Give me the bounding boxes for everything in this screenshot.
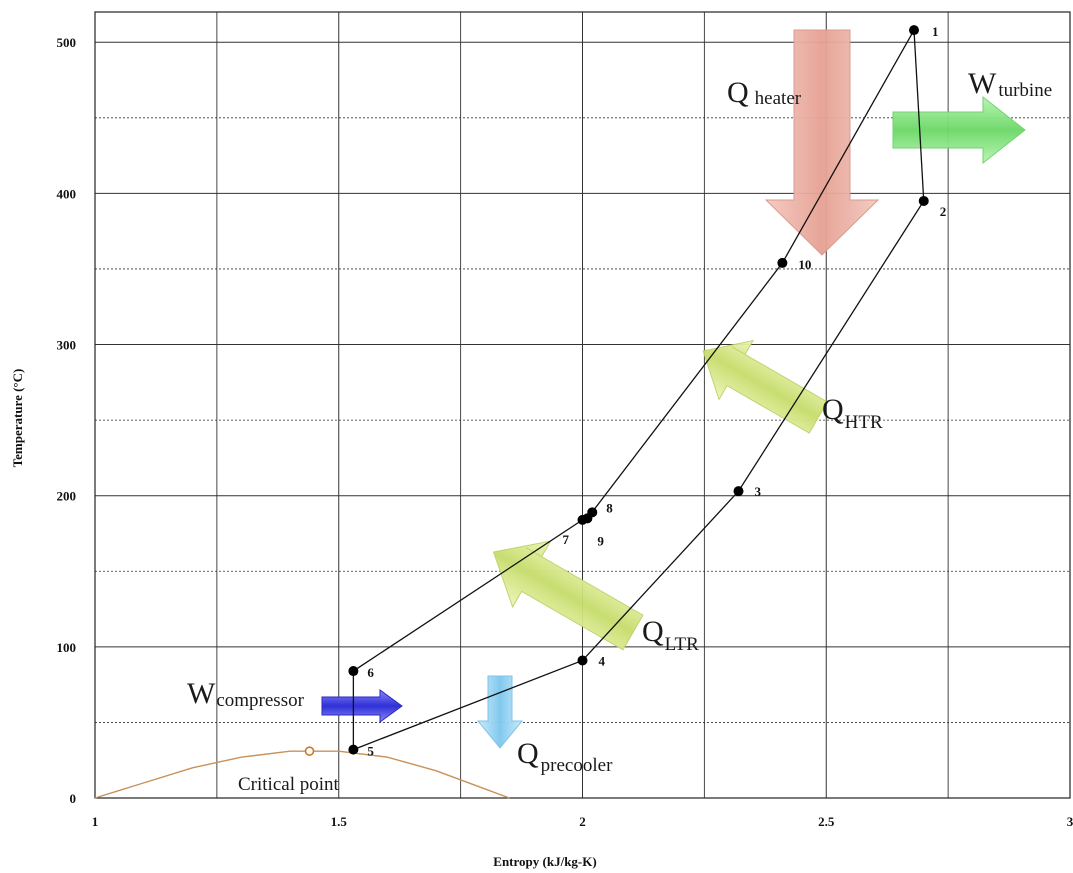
ltr-heat-arrow bbox=[492, 540, 644, 651]
y-axis-title: Temperature (°C) bbox=[10, 369, 25, 468]
y-tick-label: 200 bbox=[57, 489, 77, 504]
x-axis-title: Entropy (kJ/kg-K) bbox=[493, 854, 596, 869]
critical-point-label: Critical point bbox=[238, 774, 340, 795]
q-ltr-label: QLTR bbox=[642, 615, 699, 655]
state-point-4 bbox=[577, 655, 588, 666]
state-point-10 bbox=[777, 257, 788, 268]
precooler-heat-arrow bbox=[476, 675, 524, 749]
state-point-3 bbox=[733, 486, 744, 497]
y-tick-label: 400 bbox=[57, 186, 77, 201]
x-tick-label: 1 bbox=[92, 814, 99, 829]
state-points: 1 2 3 4 5 6 7 8 9 10 bbox=[348, 24, 947, 759]
y-tick-label: 300 bbox=[57, 338, 77, 353]
state-point-9 bbox=[582, 513, 593, 524]
state-point-label: 9 bbox=[597, 533, 604, 548]
state-point-label: 10 bbox=[798, 257, 811, 272]
state-point-label: 2 bbox=[940, 204, 947, 219]
y-tick-label: 0 bbox=[70, 791, 77, 806]
compressor-work-arrow bbox=[321, 689, 403, 723]
x-tick-label: 3 bbox=[1067, 814, 1073, 829]
state-point-1 bbox=[909, 25, 919, 36]
x-tick-label: 1.5 bbox=[331, 814, 348, 829]
x-tick-label: 2.5 bbox=[818, 814, 835, 829]
x-tick-label: 2 bbox=[579, 814, 586, 829]
state-point-label: 3 bbox=[755, 484, 762, 499]
htr-heat-arrow bbox=[702, 339, 828, 434]
state-point-label: 7 bbox=[563, 532, 570, 547]
q-htr-label: QHTR bbox=[822, 393, 883, 433]
heater-heat-arrow bbox=[764, 29, 880, 256]
y-axis-ticks: 0 100 200 300 400 500 bbox=[57, 35, 77, 806]
state-point-label: 1 bbox=[932, 24, 939, 39]
state-point-label: 4 bbox=[599, 653, 606, 668]
y-tick-label: 500 bbox=[57, 35, 77, 50]
x-axis-ticks: 1 1.5 2 2.5 3 bbox=[92, 814, 1073, 829]
state-point-label: 5 bbox=[367, 744, 374, 759]
state-point-6 bbox=[348, 666, 359, 677]
y-tick-label: 100 bbox=[57, 640, 77, 655]
state-point-2 bbox=[918, 195, 929, 206]
w-compressor-label: Wcompressor bbox=[187, 677, 305, 711]
critical-point-marker bbox=[304, 746, 315, 756]
state-point-5 bbox=[348, 744, 359, 755]
plot-frame bbox=[94, 11, 1071, 799]
state-point-label: 8 bbox=[606, 500, 613, 515]
turbine-work-arrow bbox=[892, 95, 1026, 165]
state-point-label: 6 bbox=[367, 665, 374, 680]
